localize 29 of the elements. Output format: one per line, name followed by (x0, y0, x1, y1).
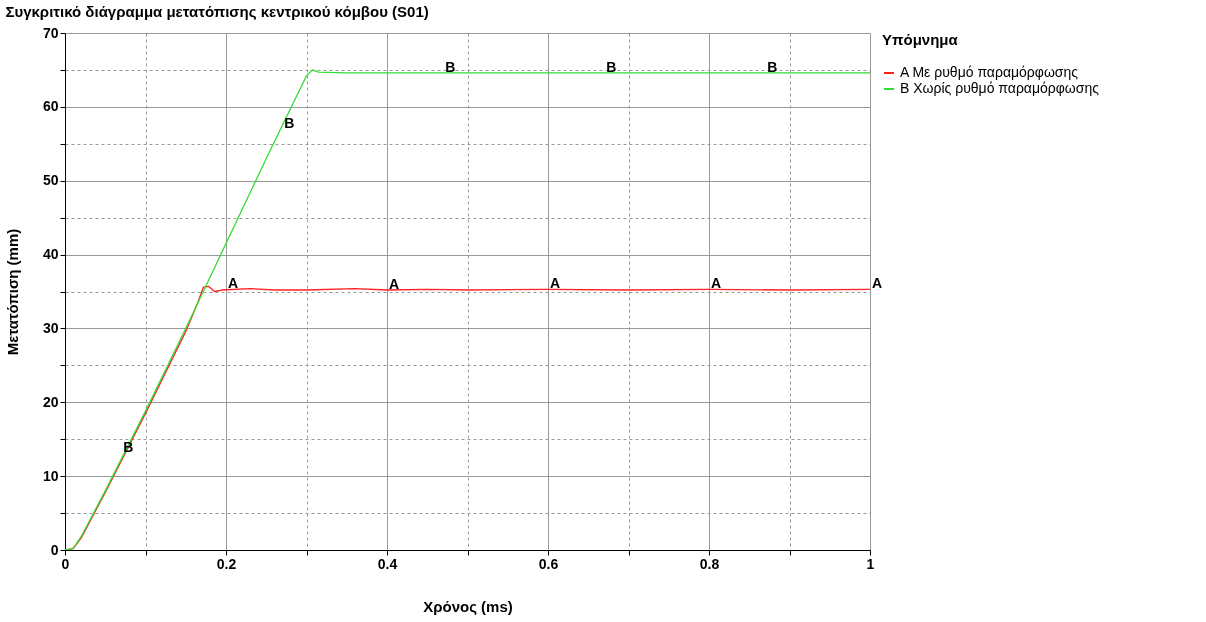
annotation: B (445, 58, 456, 75)
annotation: A (549, 275, 561, 292)
x-axis-title: Χρόνος (ms) (423, 597, 513, 615)
x-tick-label: 0.4 (377, 555, 398, 572)
y-tick-label: 50 (42, 172, 59, 189)
annotation: A (227, 275, 239, 292)
y-tick-label: 60 (42, 98, 59, 115)
legend-title: Υπόμνημα (882, 31, 959, 48)
y-tick-label: 70 (42, 24, 59, 41)
y-tick-label: 20 (42, 393, 59, 410)
x-tick-label: 0.6 (538, 555, 559, 572)
chart-title: Συγκριτικό διάγραμμα μετατόπισης κεντρικού κόμβου (S01) (5, 3, 429, 20)
annotation: B (767, 58, 778, 75)
annotation: A (388, 276, 400, 293)
y-tick-label: 10 (42, 467, 59, 484)
y-axis-title: Μετατόπιση (mm) (3, 228, 21, 356)
x-tick-label: 1 (866, 555, 875, 572)
y-tick-label: 0 (50, 541, 59, 558)
y-tick-label: 30 (42, 319, 59, 336)
annotation: B (606, 58, 617, 75)
annotation: A (710, 275, 722, 292)
annotation: A (871, 275, 883, 292)
legend-label: B Χωρίς ρυθμό παραμόρφωσης (900, 80, 1100, 96)
x-tick-label: 0.8 (699, 555, 720, 572)
annotation: B (284, 115, 295, 132)
y-tick-label: 40 (42, 246, 59, 263)
x-tick-label: 0.2 (216, 555, 237, 572)
x-tick-label: 0 (61, 555, 70, 572)
legend-label: A Με ρυθμό παραμόρφωσης (900, 64, 1079, 80)
